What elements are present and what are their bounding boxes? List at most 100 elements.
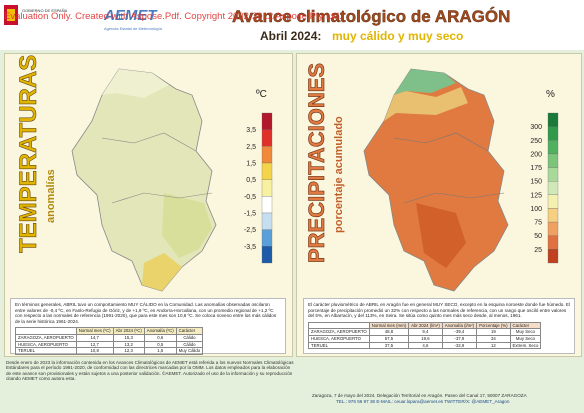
legend-swatch	[547, 181, 559, 195]
table-cell: 0,6	[143, 333, 177, 342]
ministry: GOBIERNO DE ESPAÑA	[22, 8, 68, 13]
legend-swatch	[261, 212, 273, 230]
table-row: HUESCA, AEROPUERTO 57,5 19,6 -37,9 34 Muy Sec…	[308, 334, 542, 343]
footer-left: Desde enero de 2023 la información conte…	[6, 360, 294, 382]
legend-unit: ºC	[256, 89, 267, 100]
legend-label: 50	[534, 233, 542, 240]
legend-label: 1,5	[246, 161, 256, 168]
table-cell: -39,4	[441, 328, 478, 336]
legend-swatch	[547, 235, 559, 250]
temperature-text: En términos generales, ABRIL tuvo un com…	[15, 302, 277, 324]
legend-label: -0,5	[244, 194, 256, 201]
table-header-cell: Carácter	[175, 327, 204, 335]
table-cell: 19	[476, 328, 511, 336]
table-cell: 48,8	[368, 328, 410, 336]
temperature-textbox: En términos generales, ABRIL tuvo un com…	[10, 298, 286, 355]
temperature-table: Normal mes (ºC) Abr 2024 (ºC) Anomalía (ºC…	[15, 327, 204, 355]
legend-swatch	[261, 162, 273, 180]
legend-label: 300	[530, 124, 542, 131]
subtitle-qual: muy cálido y muy seco	[332, 29, 463, 43]
province-border	[101, 132, 197, 152]
table-cell: ZARAGOZA, AEROPUERTO	[15, 333, 77, 342]
subtitle-date: Abril 2024:	[260, 29, 321, 43]
table-cell: 34	[476, 334, 511, 343]
table-cell: 13,2	[112, 340, 145, 349]
legend-label: 150	[530, 179, 542, 186]
table-header-cell: Abr 2024 (l/m²)	[408, 321, 443, 330]
table-cell: 19,6	[408, 334, 443, 343]
table-corner	[308, 321, 370, 330]
table-header-cell: Carácter	[509, 321, 542, 330]
map-zone	[384, 87, 468, 121]
table-row: HUESCA, AEROPUERTO 12,7 13,2 0,5 Cálido	[15, 340, 204, 349]
table-cell: HUESCA, AEROPUERTO	[308, 334, 370, 343]
table-cell: 9,4	[408, 328, 443, 336]
crest-inner	[7, 9, 15, 21]
agency-name: Agencia Estatal de Meteorología	[104, 26, 163, 31]
table-cell: -37,9	[441, 334, 478, 343]
table-header-cell: Normal mes (mm)	[368, 321, 410, 330]
legend-label: 100	[530, 206, 542, 213]
table-cell: HUESCA, AEROPUERTO	[15, 340, 77, 349]
table-cell: 12,3	[112, 347, 145, 355]
vertical-title: PRECIPITACIONES	[304, 63, 329, 263]
table-cell: ZARAGOZA, AEROPUERTO	[308, 328, 370, 336]
map-zone	[142, 253, 182, 291]
legend-swatch	[547, 221, 559, 236]
precipitation-text: El carácter pluviométrico de ABRIL en Ar…	[308, 302, 571, 319]
table-header-cell: Anomalía (l/m²)	[441, 321, 478, 330]
legend-swatch	[261, 112, 273, 130]
legend-swatch	[547, 153, 559, 168]
legend-label: -3,5	[244, 244, 256, 251]
map-zone	[394, 69, 456, 95]
legend-swatch	[261, 179, 273, 197]
table-header-cell: Porcentaje (%)	[476, 321, 511, 330]
temperature-legend: 3,5 2,5 1,5 0,5 -0,5 -1,5 -2,5 -3,5	[244, 112, 273, 264]
table-cell: 1,5	[143, 347, 177, 355]
legend-swatch	[261, 196, 273, 214]
province-border	[111, 192, 213, 204]
legend-swatch	[261, 146, 273, 164]
legend-label: 75	[534, 220, 542, 227]
precipitation-legend: 300 250 200 175 150 125 100 75 50 25	[530, 112, 559, 264]
map-zone	[102, 69, 169, 98]
legend-swatch	[547, 112, 559, 127]
table-cell: Extrem. Seco	[509, 341, 542, 350]
table-cell: Muy Seco	[509, 328, 542, 336]
temperature-map-area: TEMPERATURAS anomalías ºC 3,5 2,5 1,5 0,5 -0…	[15, 54, 273, 292]
precipitation-map	[363, 68, 509, 292]
temperature-map	[71, 68, 217, 292]
table-cell: Muy Cálido	[175, 347, 204, 355]
table-cell: 12,7	[75, 340, 114, 349]
legend-label: 250	[530, 138, 542, 145]
precipitation-table: Normal mes (mm) Abr 2024 (l/m²) Anomalía (…	[308, 321, 542, 350]
header-bg	[0, 0, 584, 50]
map-zone	[162, 193, 212, 258]
province-border	[393, 132, 489, 152]
legend-swatch	[547, 167, 559, 182]
legend-label: 200	[530, 151, 542, 158]
province-border	[403, 192, 505, 204]
vertical-subtitle: anomalías	[45, 169, 57, 223]
table-cell: 14,7	[75, 333, 114, 342]
table-cell: 0,5	[143, 340, 177, 349]
legend-swatch	[547, 140, 559, 155]
legend-label: -2,5	[244, 227, 256, 234]
table-cell: Muy Seco	[509, 334, 542, 343]
legend-label: 3,5	[246, 127, 256, 134]
table-cell: 15,3	[112, 333, 145, 342]
header: GOBIERNO DE ESPAÑA AEMET Agencia Estatal…	[0, 0, 584, 50]
table-cell: TERUEL	[308, 341, 370, 350]
agency-logo: AEMET	[103, 7, 158, 24]
legend-label: 125	[530, 192, 542, 199]
legend-label: 175	[530, 165, 542, 172]
table-cell: 4,6	[408, 341, 443, 350]
table-row: ZARAGOZA, AEROPUERTO 48,8 9,4 -39,4 19 Muy Se…	[308, 328, 542, 336]
table-cell: 12	[476, 341, 511, 350]
legend-label: 0,5	[246, 177, 256, 184]
precipitation-map-area: PRECIPITACIONES porcentaje acumulado % 3…	[304, 63, 559, 292]
table-row: ZARAGOZA, AEROPUERTO 14,7 15,3 0,6 Cálido	[15, 333, 204, 342]
footer-right-1: Zaragoza, 7 de mayo del 2024. Delegación…	[312, 393, 527, 398]
precipitation-textbox: El carácter pluviométrico de ABRIL en Ar…	[303, 298, 575, 354]
